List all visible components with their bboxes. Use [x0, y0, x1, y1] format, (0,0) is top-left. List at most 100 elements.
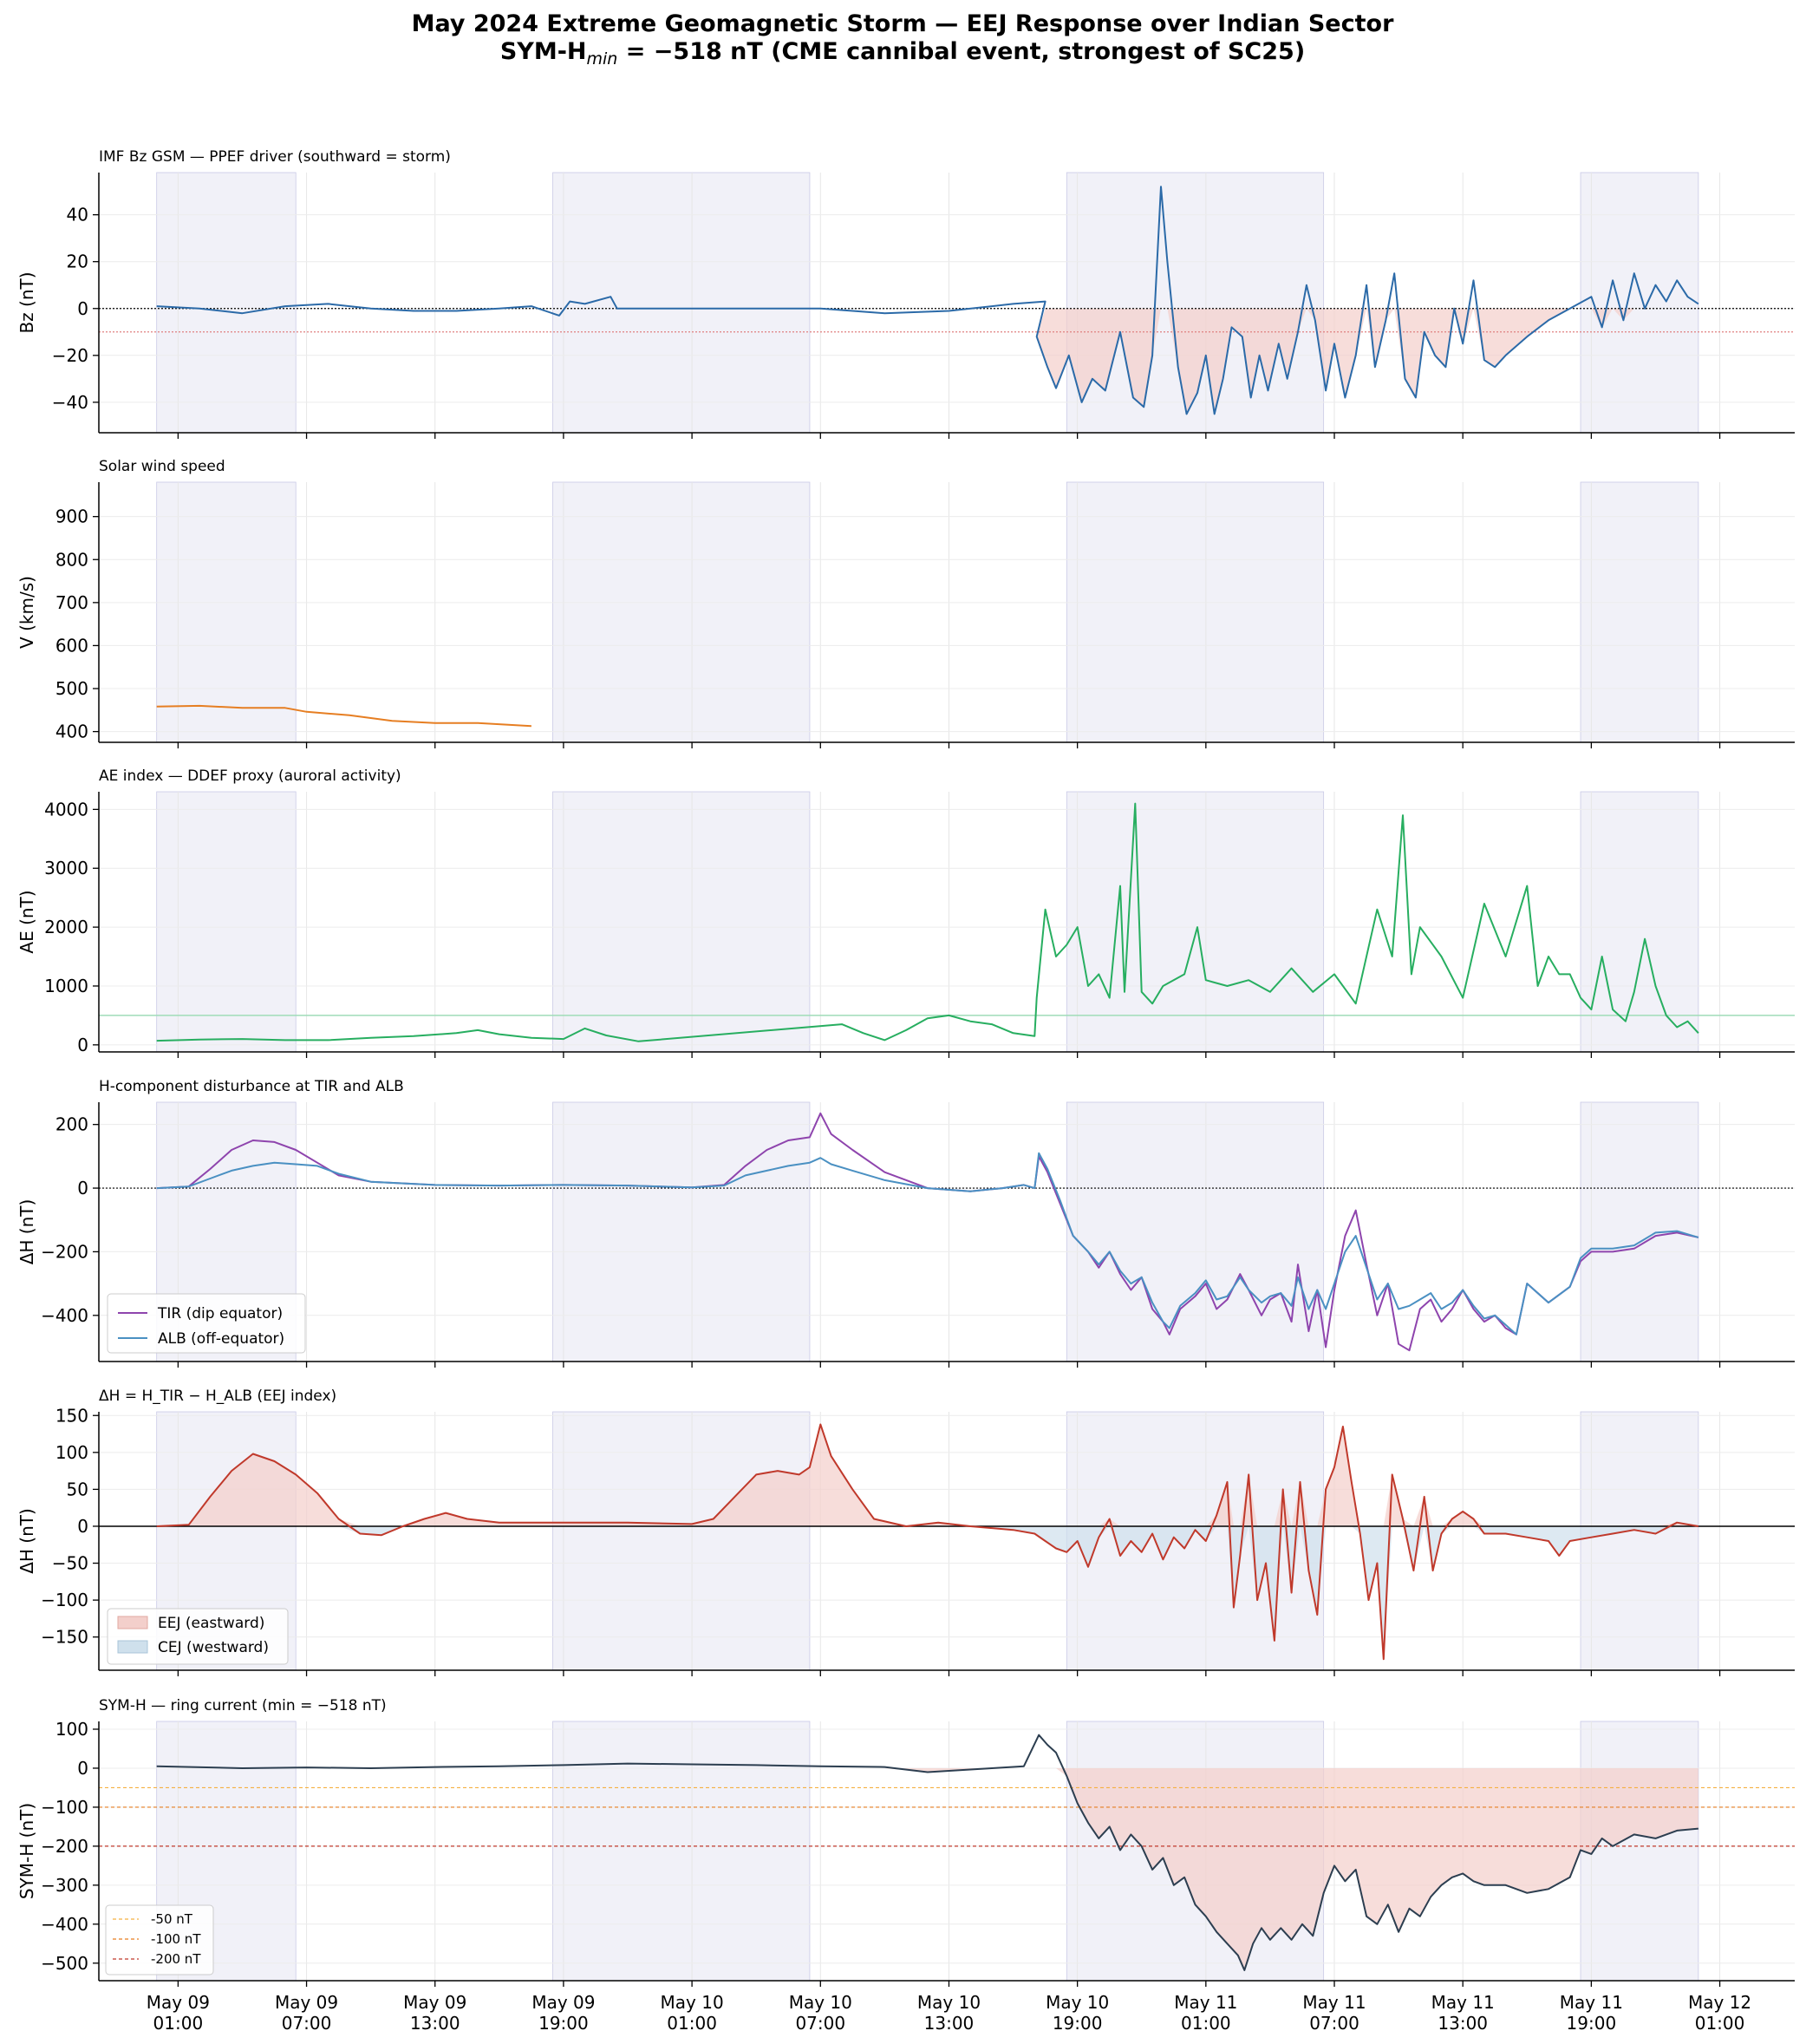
- y-tick-label: 0: [77, 298, 88, 319]
- y-axis-label: AE (nT): [16, 890, 37, 953]
- x-tick-label-date: May 12: [1688, 1992, 1751, 2013]
- y-tick-label: −50: [52, 1553, 88, 1574]
- x-tick-label-time: 01:00: [1695, 2013, 1745, 2034]
- y-tick-label: −200: [41, 1836, 88, 1857]
- y-tick-label: 800: [55, 549, 88, 570]
- y-tick-label: −400: [41, 1914, 88, 1935]
- legend-label: ALB (off-equator): [158, 1330, 284, 1348]
- y-tick-label: 0: [77, 1035, 88, 1055]
- y-tick-label: 4000: [44, 799, 88, 820]
- legend-box: [105, 1904, 214, 1975]
- series-line-1-0: [156, 186, 1699, 415]
- negative-fill: [1036, 308, 1698, 415]
- legend-label: -200 nT: [151, 1951, 201, 1967]
- panel-6: 100 0 −100 −200 −300 −400 −500 SYM-H — ring cur…: [16, 1697, 1795, 1987]
- series-line-2-0: [156, 704, 531, 728]
- series-line-alb-off-equator-: [156, 1152, 1699, 1335]
- x-tick-label-date: May 09: [147, 1992, 210, 2013]
- shaded-band-4: [1580, 172, 1699, 434]
- x-tick-label-time: 01:00: [153, 2013, 204, 2034]
- series-line-eej-index: [156, 1423, 1699, 1661]
- x-tick-label-time: 19:00: [538, 2013, 589, 2034]
- x-tick-label-date: May 11: [1431, 1992, 1495, 2013]
- legend: EEJ (eastward) CEJ (westward): [107, 1608, 289, 1665]
- legend-label: -50 nT: [151, 1911, 193, 1927]
- legend-box: [107, 1293, 306, 1354]
- shaded-band-3: [1066, 791, 1325, 1053]
- shaded-band-3: [1066, 1101, 1325, 1362]
- y-tick-label: −100: [41, 1797, 88, 1818]
- figure-title-subscript: min: [587, 49, 618, 69]
- panel-2: 900 800 700 600 500 400 Solar wind speed V (km/…: [16, 458, 1795, 748]
- panel-title: H-component disturbance at TIR and ALB: [99, 1078, 404, 1095]
- x-tick-label-date: May 10: [789, 1992, 852, 2013]
- shaded-band-1: [156, 172, 297, 434]
- series-line-tir-dip-equator-: [156, 1112, 1699, 1352]
- y-tick-label: 2000: [44, 917, 88, 937]
- panel-title: Solar wind speed: [99, 458, 225, 475]
- x-tick-label-time: 13:00: [924, 2013, 975, 2034]
- legend-box: [107, 1608, 289, 1665]
- x-tick-label-date: May 09: [403, 1992, 466, 2013]
- shaded-band-4: [1580, 1411, 1699, 1671]
- eej-positive-fill: [156, 1424, 1698, 1526]
- y-axis-label: ΔH (nT): [16, 1199, 37, 1265]
- x-tick-label-date: May 10: [661, 1992, 724, 2013]
- y-tick-label: −500: [41, 1953, 88, 1974]
- shaded-band-4: [1580, 791, 1699, 1053]
- y-tick-label: 900: [55, 506, 88, 527]
- x-tick-label-time: 13:00: [1438, 2013, 1488, 2034]
- x-tick-label-date: May 11: [1174, 1992, 1237, 2013]
- y-tick-label: 500: [55, 678, 88, 699]
- x-tick-label-time: 07:00: [1309, 2013, 1359, 2034]
- series-line-sym-h: [156, 1734, 1698, 1971]
- y-tick-label: −100: [41, 1590, 88, 1610]
- panel-title: IMF Bz GSM — PPEF driver (southward = st…: [99, 148, 451, 166]
- x-tick-label-date: May 10: [1046, 1992, 1109, 2013]
- x-tick-label-time: 07:00: [795, 2013, 845, 2034]
- x-tick-label-date: May 11: [1560, 1992, 1623, 2013]
- shaded-band-1: [156, 791, 297, 1053]
- negative-fill: [156, 1767, 1698, 1970]
- y-tick-label: 600: [55, 635, 88, 656]
- x-tick-label-date: May 09: [275, 1992, 338, 2013]
- y-axis-label: SYM-H (nT): [16, 1803, 37, 1899]
- series-line-3-0: [156, 802, 1699, 1042]
- y-tick-label: 400: [55, 722, 88, 742]
- shaded-band-2: [552, 481, 811, 743]
- x-tick-label-date: May 09: [531, 1992, 595, 2013]
- legend-label: TIR (dip equator): [157, 1305, 283, 1322]
- legend-swatch-0: [117, 1616, 148, 1629]
- shaded-band-2: [552, 791, 811, 1053]
- y-tick-label: 3000: [44, 858, 88, 878]
- panel-title: AE index — DDEF proxy (auroral activity): [99, 767, 401, 785]
- shaded-band-1: [156, 481, 297, 743]
- panel-3: 4000 3000 2000 1000 0 AE index — DDEF proxy (…: [16, 767, 1795, 1058]
- y-tick-label: −400: [41, 1305, 88, 1326]
- y-tick-label: 0: [77, 1178, 88, 1198]
- shaded-band-4: [1580, 481, 1699, 743]
- figure-title-line-1: May 2024 Extreme Geomagnetic Storm — EEJ…: [412, 10, 1394, 37]
- x-tick-label-time: 01:00: [1181, 2013, 1231, 2034]
- y-tick-label: 40: [67, 205, 88, 225]
- y-tick-label: −200: [41, 1241, 88, 1262]
- figure-title-line-2: SYM-Hmin = −518 nT (CME cannibal event, …: [500, 38, 1305, 69]
- y-tick-label: −300: [41, 1875, 88, 1896]
- y-tick-label: 150: [55, 1405, 88, 1426]
- legend-label: CEJ (westward): [158, 1639, 269, 1656]
- y-tick-label: 100: [55, 1719, 88, 1740]
- legend: -50 nT -100 nT -200 nT: [105, 1904, 214, 1975]
- y-tick-label: 20: [67, 251, 88, 272]
- legend-swatch-1: [117, 1640, 148, 1654]
- y-axis-label: Bz (nT): [16, 271, 37, 333]
- cej-negative-fill: [156, 1525, 1698, 1660]
- panel-4: 200 0 −200 −400 H-component disturbance at T…: [16, 1078, 1795, 1368]
- y-axis-label: ΔH (nT): [16, 1508, 37, 1574]
- x-tick-label-time: 19:00: [1053, 2013, 1103, 2034]
- x-tick-label-time: 13:00: [410, 2013, 460, 2034]
- x-tick-label-date: May 11: [1302, 1992, 1366, 2013]
- y-tick-label: 0: [77, 1758, 88, 1779]
